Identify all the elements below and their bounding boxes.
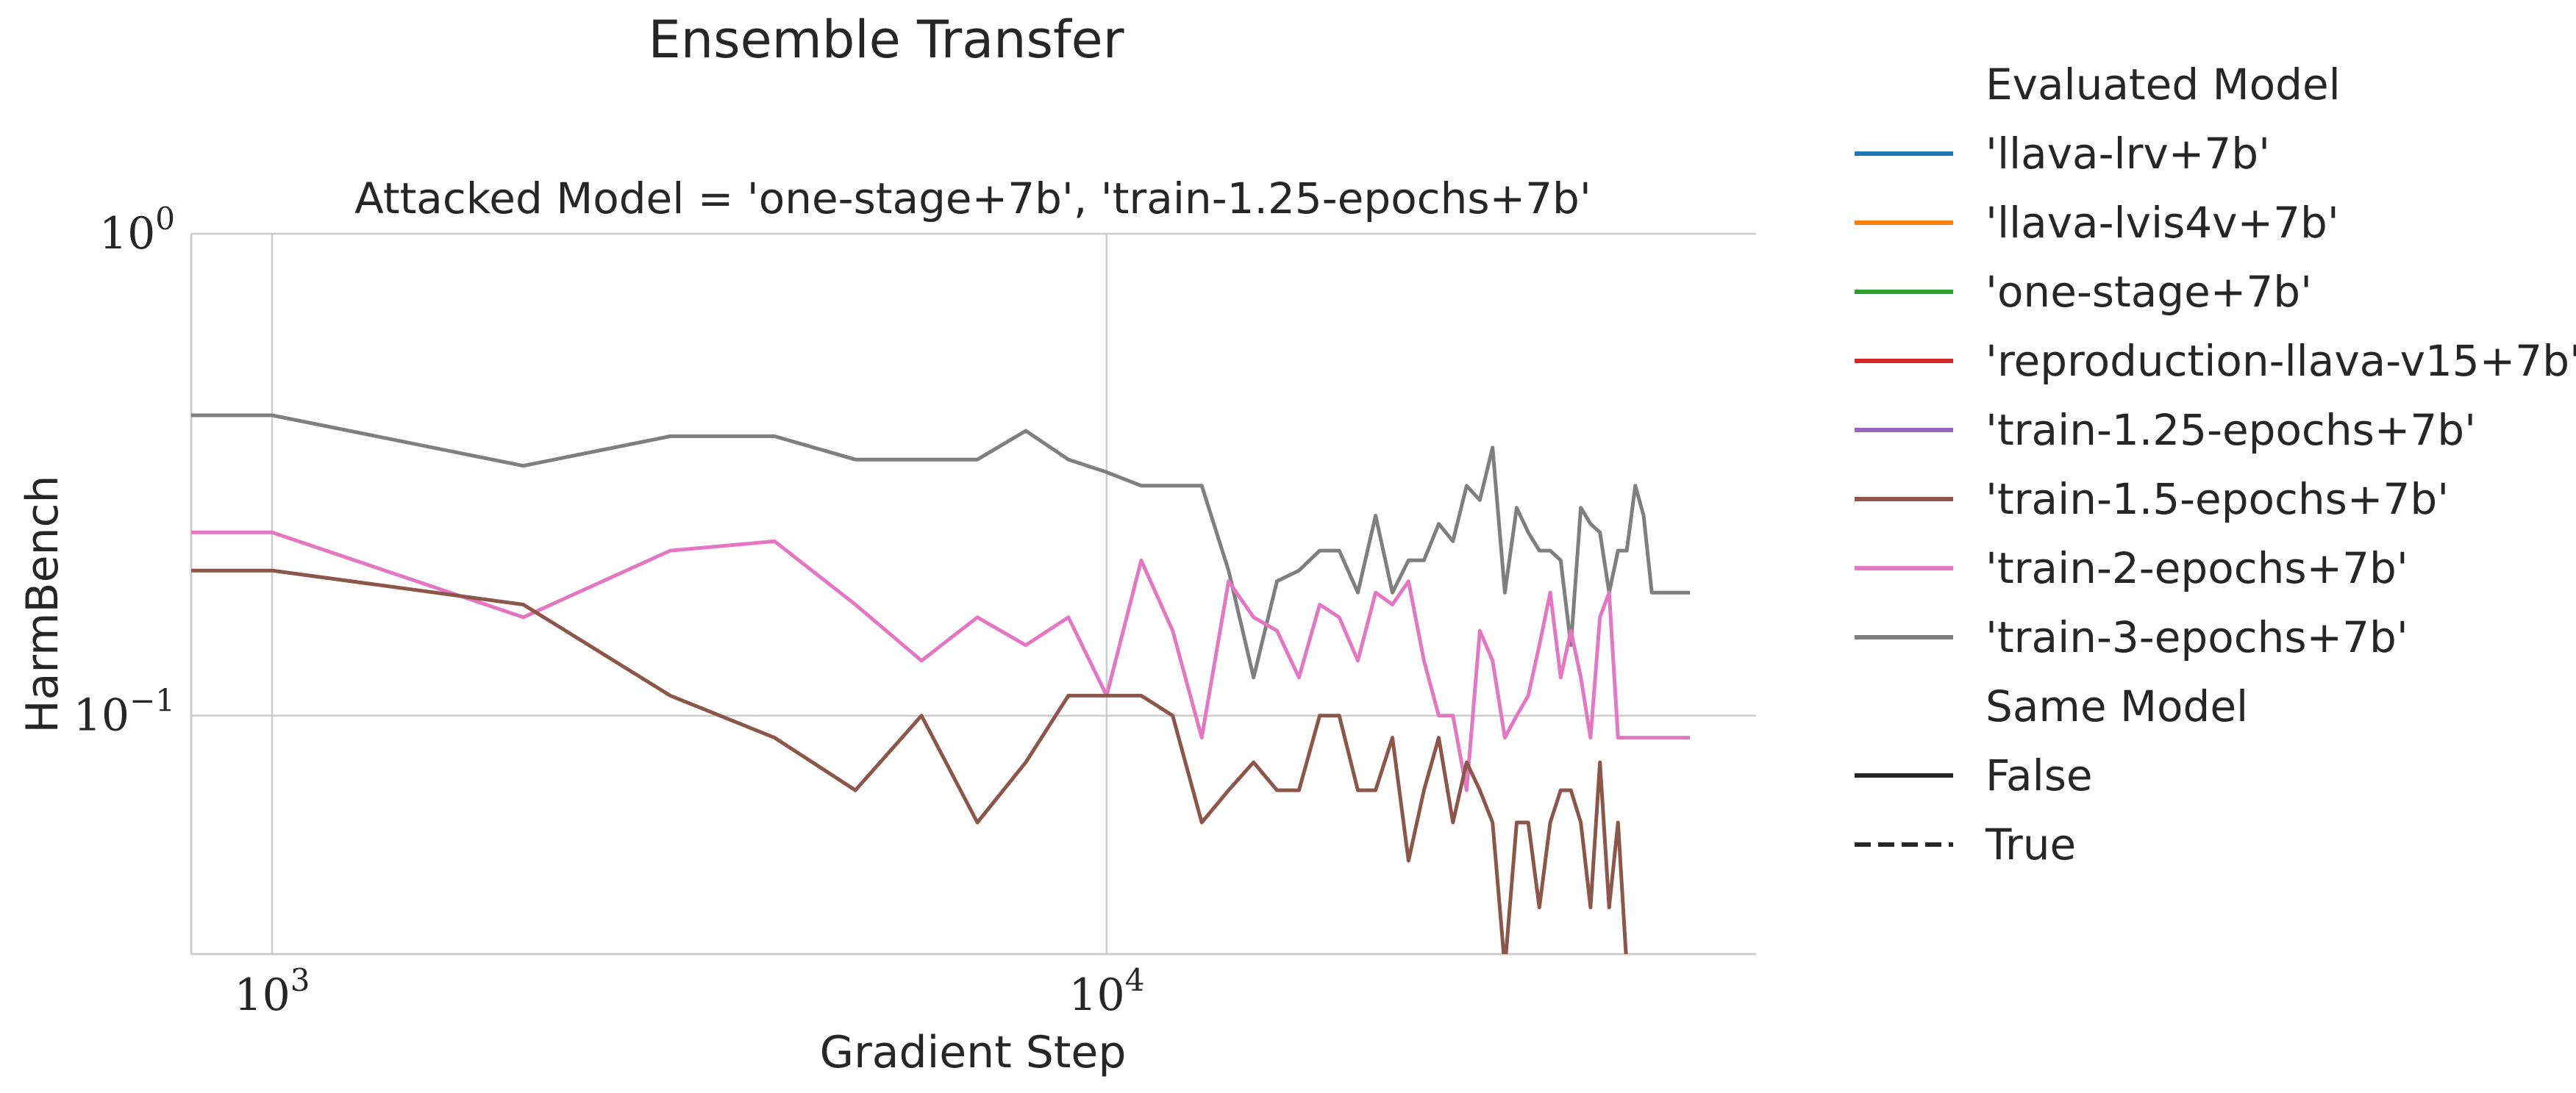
legend: Evaluated Model 'llava-lrv+7b' 'llava-lvis… xyxy=(1855,60,2576,870)
y-tick-label-1: 10−1 xyxy=(74,683,175,742)
series-line-train-2-epochs-7b xyxy=(191,530,1691,792)
figure-suptitle: Ensemble Transfer xyxy=(649,10,1124,70)
legend-label-1: 'llava-lvis4v+7b' xyxy=(1985,198,2339,248)
legend-style-label-1: True xyxy=(1985,820,2076,870)
legend-label-4: 'train-1.25-epochs+7b' xyxy=(1985,405,2476,455)
legend-label-7: 'train-3-epochs+7b' xyxy=(1985,612,2408,662)
legend-label-6: 'train-2-epochs+7b' xyxy=(1985,543,2408,593)
y-tick-label-0: 100 xyxy=(99,201,175,259)
series-line-train-1-5-epochs-7b xyxy=(191,568,1628,954)
legend-style-title: Same Model xyxy=(1985,681,2248,731)
series-layer xyxy=(191,413,1691,954)
legend-label-3: 'reproduction-llava-v15+7b' xyxy=(1985,336,2576,386)
legend-label-0: 'llava-lrv+7b' xyxy=(1985,129,2270,179)
legend-label-2: 'one-stage+7b' xyxy=(1985,267,2312,317)
legend-hue-title: Evaluated Model xyxy=(1985,60,2341,110)
legend-label-5: 'train-1.5-epochs+7b' xyxy=(1985,474,2449,524)
chart-title: Attacked Model = 'one-stage+7b', 'train-… xyxy=(354,173,1591,223)
x-tick-label-0: 103 xyxy=(234,962,310,1021)
series-line-train-3-epochs-7b xyxy=(191,413,1691,680)
x-axis-label: Gradient Step xyxy=(820,1027,1127,1078)
grid xyxy=(191,232,1756,954)
y-axis-label: HarmBench xyxy=(17,475,68,733)
x-tick-label-1: 104 xyxy=(1068,962,1144,1021)
tick-labels: 103 104 100 10−1 xyxy=(74,201,1145,1021)
axes xyxy=(190,234,1756,956)
legend-style-label-0: False xyxy=(1985,750,2093,800)
